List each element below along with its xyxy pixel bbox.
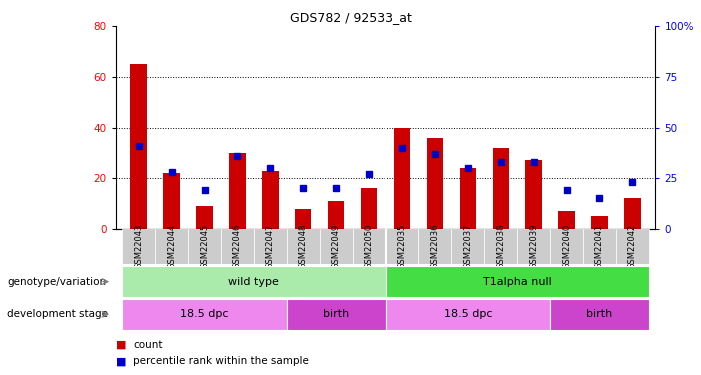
Bar [493, 148, 509, 229]
Text: development stage: development stage [7, 309, 108, 319]
Bar [155, 229, 188, 264]
Bar [353, 229, 386, 264]
Bar [583, 229, 616, 264]
Text: 18.5 dpc: 18.5 dpc [444, 309, 492, 319]
Bar [163, 173, 180, 229]
Bar [130, 64, 147, 229]
Text: GSM22042: GSM22042 [628, 224, 637, 269]
Bar [624, 198, 641, 229]
Bar [328, 201, 344, 229]
Text: GSM22038: GSM22038 [496, 224, 505, 269]
Text: GSM22048: GSM22048 [299, 224, 308, 269]
Bar [460, 168, 476, 229]
Text: ■: ■ [116, 357, 126, 366]
Bar [262, 171, 278, 229]
Text: percentile rank within the sample: percentile rank within the sample [133, 357, 309, 366]
Bar [287, 299, 386, 330]
Bar [550, 299, 649, 330]
Text: GSM22045: GSM22045 [200, 224, 209, 269]
Text: birth: birth [323, 309, 349, 319]
Text: GSM22049: GSM22049 [332, 224, 341, 269]
Bar [287, 229, 320, 264]
Bar [591, 216, 608, 229]
Text: wild type: wild type [229, 277, 279, 286]
Bar [254, 229, 287, 264]
Bar [295, 209, 311, 229]
Text: GSM22036: GSM22036 [430, 224, 440, 269]
Text: GDS782 / 92533_at: GDS782 / 92533_at [290, 11, 411, 24]
Text: ■: ■ [116, 340, 126, 350]
Bar [361, 188, 377, 229]
Text: GSM22047: GSM22047 [266, 224, 275, 269]
Bar [122, 266, 386, 297]
Text: GSM22050: GSM22050 [365, 224, 374, 269]
Bar [188, 229, 221, 264]
Bar [386, 266, 649, 297]
Bar [558, 211, 575, 229]
Text: birth: birth [586, 309, 613, 319]
Text: GSM22044: GSM22044 [167, 224, 176, 269]
Text: GSM22046: GSM22046 [233, 224, 242, 269]
Text: T1alpha null: T1alpha null [483, 277, 552, 286]
Bar [517, 229, 550, 264]
Text: count: count [133, 340, 163, 350]
Bar [221, 229, 254, 264]
Bar [320, 229, 353, 264]
Bar [394, 128, 410, 229]
Bar [229, 153, 245, 229]
Bar [427, 138, 443, 229]
Text: GSM22043: GSM22043 [134, 224, 143, 269]
Bar [616, 229, 649, 264]
Bar [451, 229, 484, 264]
Text: GSM22035: GSM22035 [397, 224, 407, 269]
Bar [386, 299, 550, 330]
Text: GSM22040: GSM22040 [562, 224, 571, 269]
Bar [196, 206, 213, 229]
Text: 18.5 dpc: 18.5 dpc [180, 309, 229, 319]
Bar [122, 229, 155, 264]
Text: genotype/variation: genotype/variation [7, 277, 106, 286]
Text: GSM22037: GSM22037 [463, 224, 472, 269]
Bar [122, 299, 287, 330]
Bar [550, 229, 583, 264]
Text: GSM22041: GSM22041 [595, 224, 604, 269]
Text: GSM22039: GSM22039 [529, 224, 538, 269]
Bar [484, 229, 517, 264]
Bar [386, 229, 418, 264]
Bar [526, 160, 542, 229]
Bar [418, 229, 451, 264]
